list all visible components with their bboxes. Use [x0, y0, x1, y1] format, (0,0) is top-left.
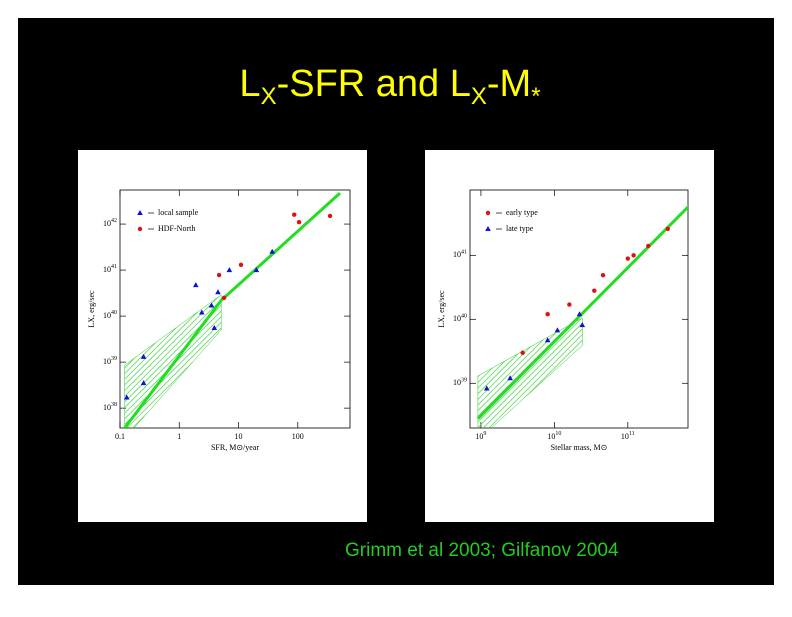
legend-label: HDF-North — [158, 224, 195, 233]
plot-area — [476, 204, 688, 428]
data-point — [327, 213, 333, 219]
tick-label: 1010 — [547, 431, 561, 440]
data-point — [192, 282, 199, 288]
data-point — [520, 350, 525, 355]
y-axis-label: LX, erg/sec — [437, 290, 446, 328]
title-subscript: * — [531, 83, 540, 110]
title-subscript: X — [471, 83, 487, 110]
tick-exponent: 9 — [483, 431, 486, 437]
data-point — [216, 272, 222, 278]
data-point — [625, 256, 631, 261]
tick-exponent: 41 — [461, 250, 467, 256]
tick-exponent: 39 — [111, 356, 117, 362]
tick-exponent: 40 — [111, 310, 117, 316]
data-point — [631, 253, 636, 258]
data-point — [296, 219, 302, 225]
tick-label: 1 — [177, 432, 181, 441]
legend-symbol — [137, 210, 143, 215]
citation: Grimm et al 2003; Gilfanov 2004 — [345, 540, 619, 561]
data-point — [140, 353, 147, 359]
tick-exponent: 42 — [111, 218, 117, 224]
tick-exponent: 39 — [461, 378, 467, 384]
title-part: -SFR and L — [277, 63, 471, 105]
data-point — [576, 311, 583, 317]
tick-label: 1039 — [453, 378, 467, 387]
legend-symbol — [137, 226, 143, 232]
fit-line — [123, 192, 341, 428]
x-axis-label: Stellar mass, M⊙ — [551, 443, 608, 452]
tick-label: 109 — [475, 431, 486, 440]
tick-exponent: 11 — [629, 431, 635, 437]
tick-label: 1042 — [103, 218, 117, 227]
data-point — [600, 272, 606, 278]
tick-exponent: 10 — [555, 431, 561, 437]
data-point — [226, 267, 233, 273]
y-axis-label: LX, erg/sec — [87, 290, 96, 328]
data-point — [211, 325, 218, 331]
title-subscript: X — [261, 83, 277, 110]
data-point — [507, 375, 513, 381]
tick-exponent: 41 — [111, 264, 117, 270]
data-point — [208, 302, 215, 308]
data-point — [544, 337, 551, 343]
data-point — [238, 262, 244, 268]
plot-frame — [119, 189, 351, 429]
tick-label: 1039 — [103, 356, 117, 365]
data-point — [554, 327, 561, 333]
legend-symbol — [485, 226, 491, 231]
tick-exponent: 38 — [111, 403, 117, 409]
data-point — [545, 312, 550, 317]
tick-label: 1041 — [453, 250, 467, 259]
plot-area — [123, 192, 341, 428]
data-point — [592, 288, 597, 293]
tick-exponent: 40 — [461, 314, 467, 320]
data-point — [140, 380, 147, 386]
legend-label: early type — [506, 208, 538, 217]
tick-label: 100 — [292, 432, 304, 441]
data-point — [215, 289, 221, 295]
x-axis-label: SFR, M⊙/year — [211, 443, 259, 452]
data-point — [221, 295, 227, 300]
legend-symbol — [485, 210, 491, 216]
data-point — [483, 385, 490, 391]
plot-panel — [78, 150, 367, 522]
legend-label: local sample — [158, 208, 199, 217]
data-point — [269, 248, 276, 254]
legend-label: late type — [506, 224, 534, 233]
title-part: L — [239, 63, 260, 105]
tick-label: 10 — [235, 432, 243, 441]
data-point — [665, 226, 670, 231]
tick-label: 1040 — [103, 310, 117, 319]
tick-label: 1040 — [453, 314, 467, 323]
data-point — [198, 309, 205, 315]
data-point — [579, 322, 586, 328]
tick-label: 1041 — [103, 264, 117, 273]
title-part: -M — [487, 63, 531, 105]
data-point — [123, 394, 130, 400]
tick-label: 1011 — [621, 431, 635, 440]
data-point — [253, 267, 260, 273]
fit-line — [476, 204, 688, 420]
data-point — [646, 243, 651, 249]
plot-frame — [469, 189, 689, 429]
data-point — [292, 212, 297, 217]
data-point — [567, 302, 572, 307]
slide-title: LX-SFR and LX-M* — [239, 63, 540, 110]
tick-label: 1038 — [103, 403, 117, 412]
tick-label: 0.1 — [115, 432, 125, 441]
